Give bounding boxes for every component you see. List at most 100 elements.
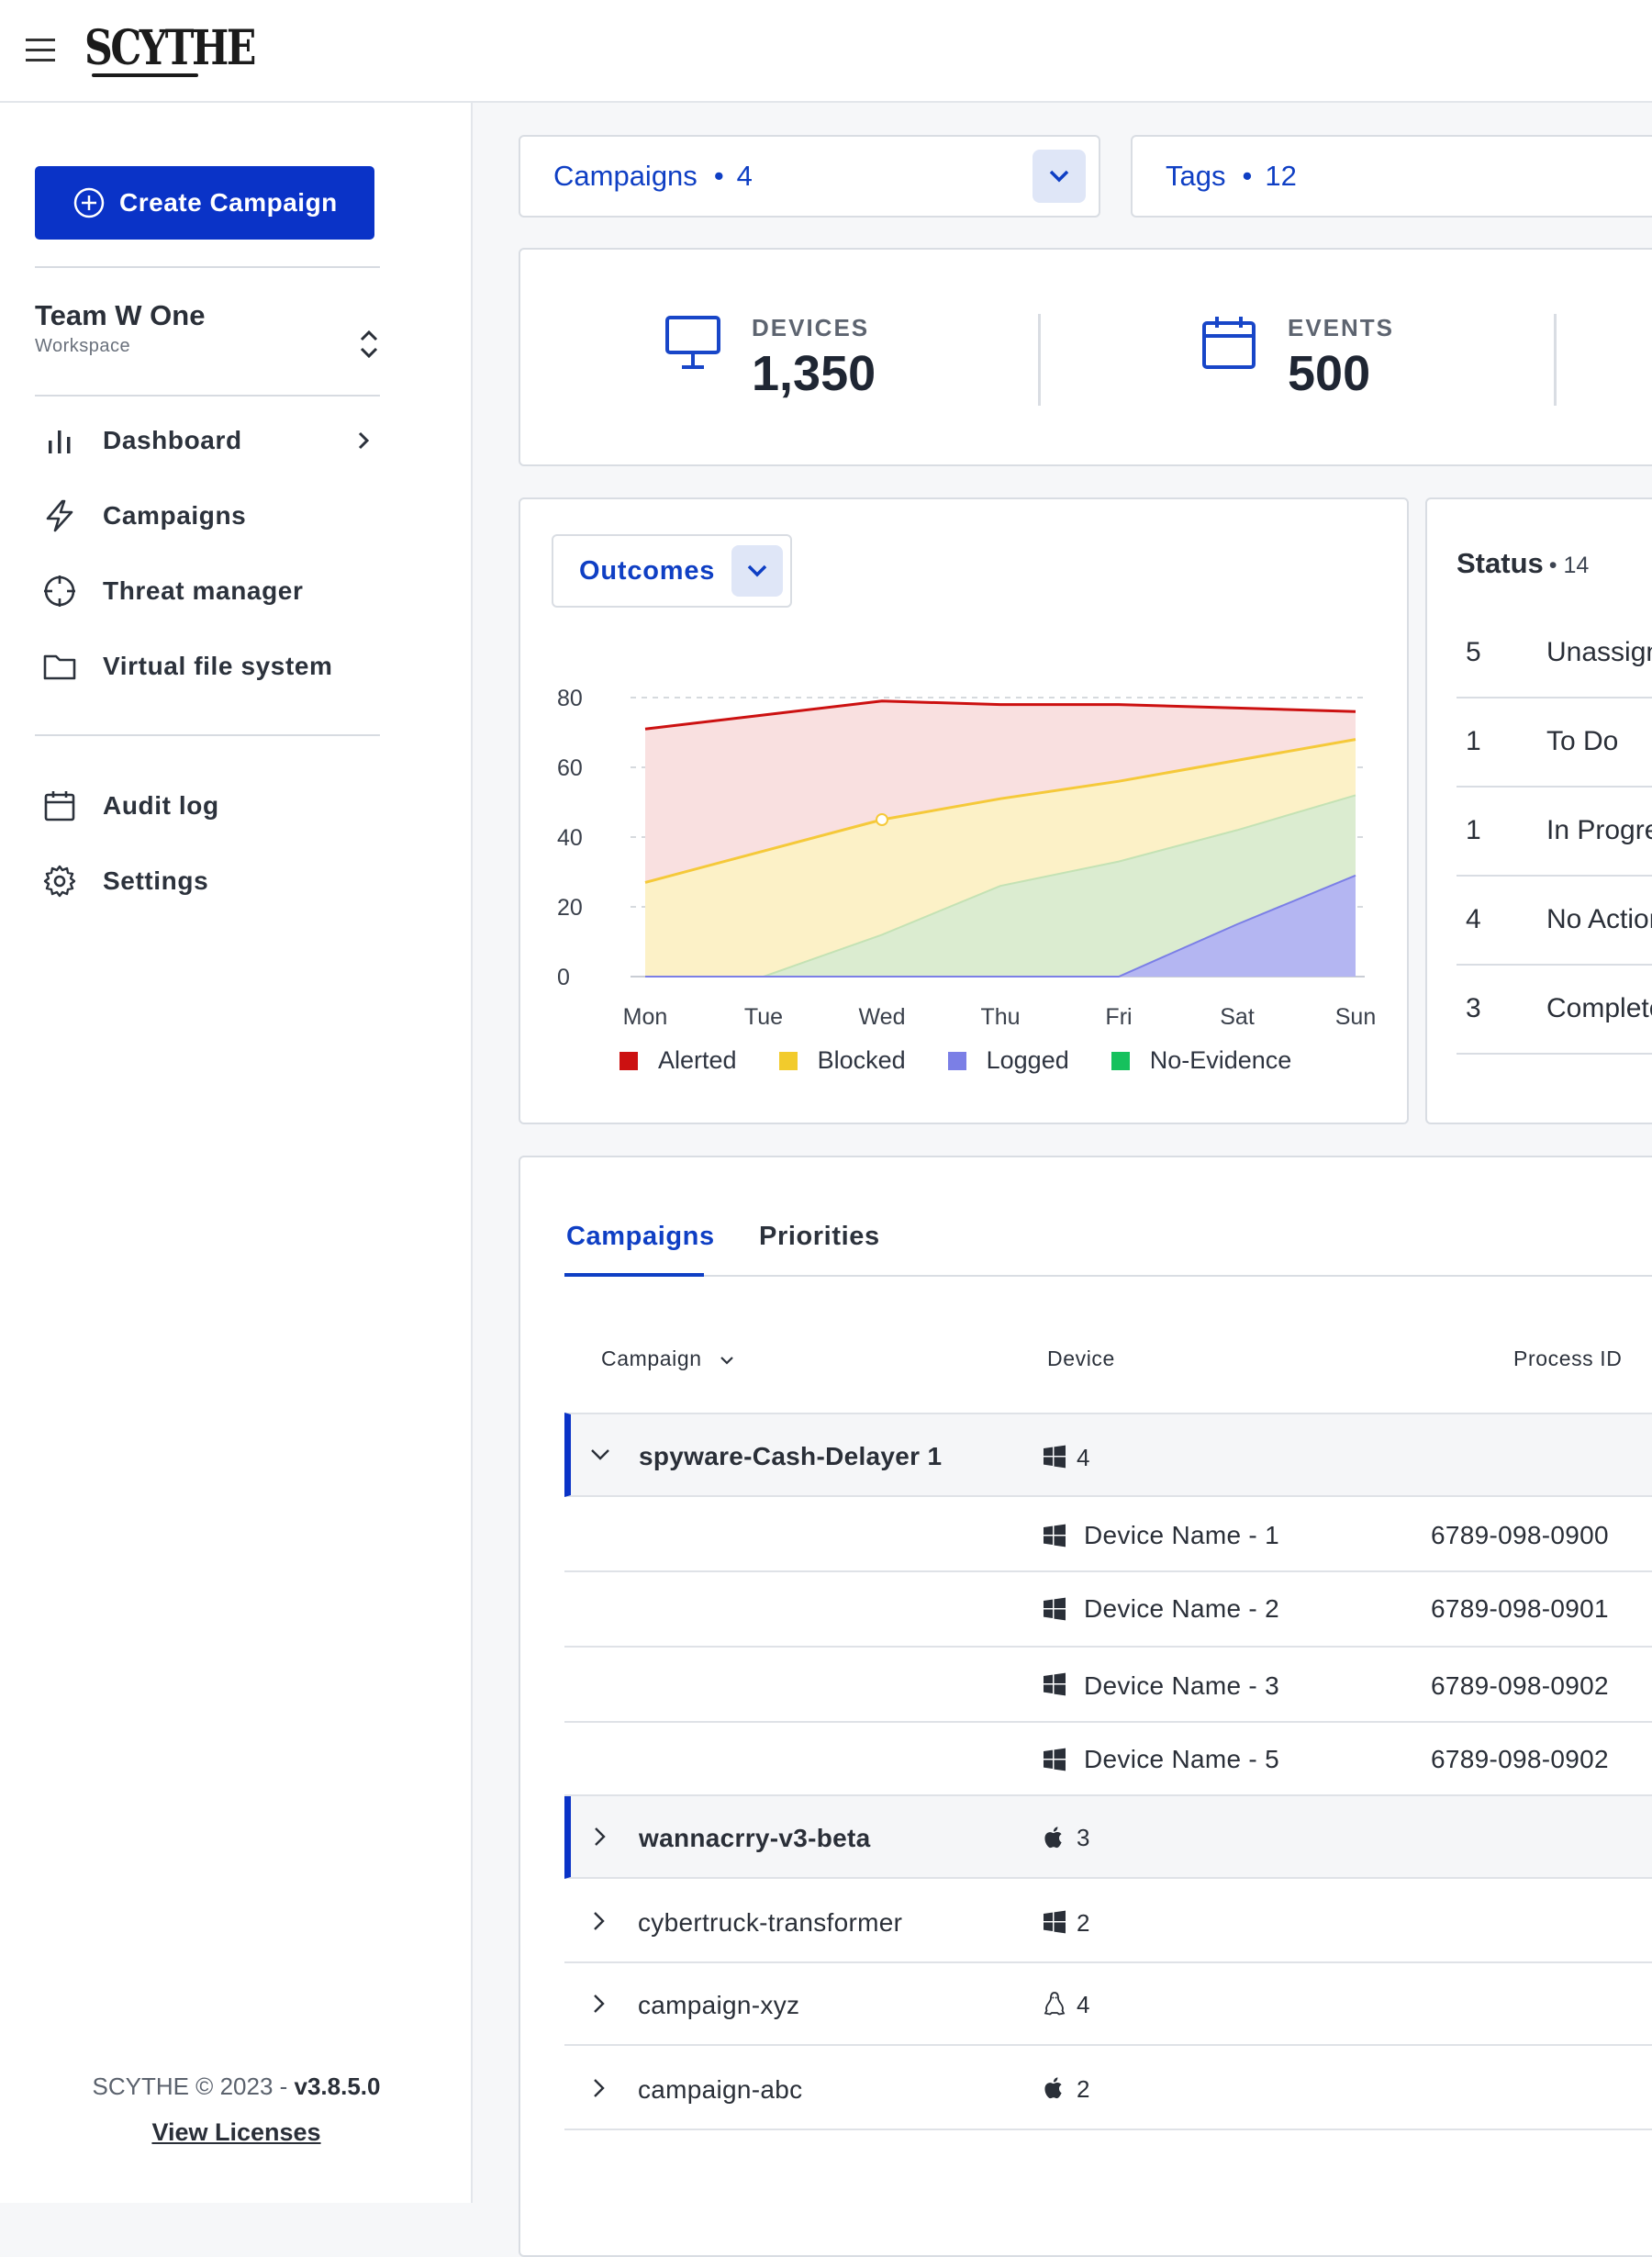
status-row-count: 1 xyxy=(1466,815,1481,845)
legend-label: Blocked xyxy=(817,1046,906,1074)
tab-campaigns[interactable]: Campaigns xyxy=(566,1222,715,1251)
chevron-right-icon[interactable] xyxy=(588,2077,610,2099)
stat-events-value: 500 xyxy=(1288,346,1371,401)
tags-filter-label: Tags xyxy=(1166,160,1226,192)
status-row[interactable]: 1 To Do xyxy=(1457,698,1652,788)
footer-copyright: SCYTHE © 2023 - v3.8.5.0 xyxy=(0,2073,473,2101)
status-count: • 14 xyxy=(1548,553,1590,578)
process-id: 6789-098-0902 xyxy=(1431,1671,1609,1700)
status-row[interactable]: 5 Unassigned xyxy=(1457,609,1652,698)
bar-chart-icon xyxy=(49,430,71,453)
campaign-name: campaign-xyz xyxy=(638,1991,800,2019)
logo-underline xyxy=(92,73,198,77)
y-tick-label: 20 xyxy=(557,895,583,921)
nav-item-virtual-file-system[interactable]: Virtual file system xyxy=(42,639,382,694)
chevron-right-icon[interactable] xyxy=(588,1910,610,1932)
chevron-down-icon xyxy=(747,564,767,577)
legend-item-blocked[interactable]: Blocked xyxy=(778,1046,906,1075)
y-tick-label: 60 xyxy=(557,755,583,781)
chevron-right-icon[interactable] xyxy=(588,1993,610,2015)
tags-filter[interactable]: Tags • 12 xyxy=(1131,135,1652,218)
nav-item-threat-manager[interactable]: Threat manager xyxy=(42,564,382,619)
active-tab-indicator xyxy=(564,1273,704,1277)
legend-item-no-evidence[interactable]: No-Evidence xyxy=(1111,1046,1292,1075)
y-tick-label: 40 xyxy=(557,825,583,851)
nav-item-settings[interactable]: Settings xyxy=(42,854,382,909)
windows-icon xyxy=(1044,1672,1066,1696)
campaign-name: cybertruck-transformer xyxy=(638,1908,903,1937)
apple-icon xyxy=(1044,1827,1062,1849)
status-row[interactable]: 3 Complete xyxy=(1457,966,1652,1055)
nav-item-audit-log[interactable]: Audit log xyxy=(42,778,382,833)
status-row-count: 1 xyxy=(1466,726,1481,756)
device-count: 4 xyxy=(1077,1444,1090,1471)
nav-item-dashboard[interactable]: Dashboard xyxy=(42,413,382,468)
monitor-icon xyxy=(665,316,720,369)
workspace-switcher[interactable]: Team W One Workspace xyxy=(35,299,380,373)
device-count: 4 xyxy=(1077,1991,1090,2018)
campaigns-filter[interactable]: Campaigns • 4 xyxy=(519,135,1100,218)
nav-label-audit-log: Audit log xyxy=(103,791,219,820)
nav-item-campaigns[interactable]: Campaigns xyxy=(42,488,382,543)
campaigns-dropdown-button[interactable] xyxy=(1032,150,1086,203)
data-point xyxy=(876,813,888,826)
nav-label-virtual-file-system: Virtual file system xyxy=(103,652,333,680)
legend-item-logged[interactable]: Logged xyxy=(947,1046,1069,1075)
outcomes-area-chart[interactable]: 0 20 40 60 80 Mon Tue Wed Thu Fri Sat Sun xyxy=(520,628,1407,1032)
tags-filter-count: 12 xyxy=(1265,160,1297,192)
status-row-name: No Action xyxy=(1546,904,1652,934)
create-campaign-label: Create Campaign xyxy=(119,188,338,217)
stat-devices-value: 1,350 xyxy=(752,346,876,401)
chevron-down-icon[interactable] xyxy=(589,1444,611,1466)
separator-dot: • xyxy=(713,160,724,192)
status-row[interactable]: 4 No Action xyxy=(1457,877,1652,966)
process-id: 6789-098-0901 xyxy=(1431,1594,1609,1623)
tab-priorities[interactable]: Priorities xyxy=(759,1222,880,1251)
windows-icon xyxy=(1044,1445,1066,1469)
create-campaign-button[interactable]: Create Campaign xyxy=(35,166,374,240)
process-id: 6789-098-0900 xyxy=(1431,1521,1609,1549)
campaign-group-row[interactable]: cybertruck-transformer 2 xyxy=(564,1879,1652,1963)
column-header-device[interactable]: Device xyxy=(1047,1346,1115,1370)
status-row-name: To Do xyxy=(1546,726,1619,756)
status-card: Status• 14 5 Unassigned 1 To Do 1 In Progre… xyxy=(1425,497,1652,1124)
nav-label-dashboard: Dashboard xyxy=(103,426,242,454)
series-line-logged xyxy=(645,874,1356,978)
logo[interactable]: SCYTHE xyxy=(84,20,256,76)
legend-label: No-Evidence xyxy=(1149,1046,1292,1074)
gear-icon xyxy=(43,865,76,898)
status-title: Status • 14 xyxy=(1457,547,1589,580)
hamburger-menu-icon[interactable] xyxy=(24,35,57,66)
sidebar-divider xyxy=(35,734,380,736)
x-tick-label: Wed xyxy=(859,1004,906,1030)
device-row[interactable]: Device Name - 1 6789-098-0900 xyxy=(564,1499,1652,1572)
campaign-group-row[interactable]: campaign-xyz 4 xyxy=(564,1963,1652,2046)
campaign-name: wannacrry-v3-beta xyxy=(639,1824,871,1852)
status-row-count: 3 xyxy=(1466,993,1481,1023)
status-row[interactable]: 1 In Progress xyxy=(1457,788,1652,877)
status-row-count: 4 xyxy=(1466,904,1481,934)
crosshair-icon xyxy=(44,575,75,607)
chevron-right-icon[interactable] xyxy=(589,1826,611,1848)
device-count: 2 xyxy=(1077,2075,1090,2103)
device-row[interactable]: Device Name - 3 6789-098-0902 xyxy=(564,1648,1652,1723)
device-row[interactable]: Device Name - 2 6789-098-0901 xyxy=(564,1572,1652,1648)
campaign-group-row[interactable]: spyware-Cash-Delayer 1 4 xyxy=(564,1413,1652,1497)
legend-item-alerted[interactable]: Alerted xyxy=(620,1046,737,1075)
campaigns-filter-label: Campaigns xyxy=(553,160,698,192)
apple-icon xyxy=(1044,2077,1062,2099)
campaign-group-row[interactable]: campaign-abc 2 xyxy=(564,2046,1652,2130)
view-licenses-link[interactable]: View Licenses xyxy=(151,2118,321,2146)
expand-collapse-icon xyxy=(360,330,378,359)
status-count-value: 14 xyxy=(1563,553,1590,578)
outcomes-dropdown-button[interactable] xyxy=(731,545,783,597)
device-name: Device Name - 3 xyxy=(1084,1671,1280,1700)
device-row[interactable]: Device Name - 5 6789-098-0902 xyxy=(564,1723,1652,1796)
x-tick-label: Thu xyxy=(980,1004,1020,1030)
campaign-name: spyware-Cash-Delayer 1 xyxy=(639,1442,943,1470)
stat-divider xyxy=(1038,314,1041,406)
outcomes-select[interactable]: Outcomes xyxy=(552,534,792,608)
column-header-process-id[interactable]: Process ID xyxy=(1513,1346,1623,1370)
column-header-campaign[interactable]: Campaign xyxy=(601,1346,734,1371)
campaign-group-row[interactable]: wannacrry-v3-beta 3 xyxy=(564,1796,1652,1879)
